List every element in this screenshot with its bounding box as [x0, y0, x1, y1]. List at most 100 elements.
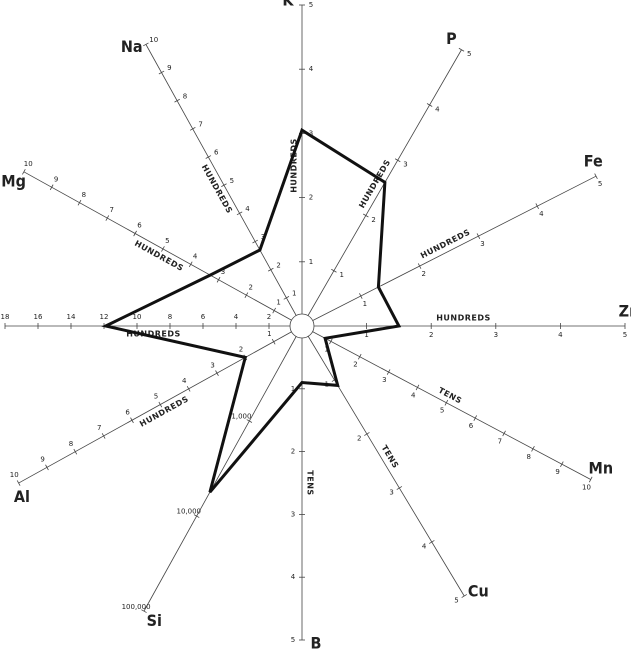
tick-label: 10: [10, 471, 19, 479]
tick-mark: [244, 292, 249, 298]
unit-label: HUNDREDS: [133, 239, 185, 273]
tick-mark: [141, 609, 147, 613]
element-label: Zn: [619, 302, 631, 321]
tick-label: 8: [82, 191, 86, 199]
tick-mark: [364, 432, 370, 436]
unit-label: HUNDREDS: [138, 394, 190, 428]
tick-mark: [531, 445, 535, 452]
tick-label: 10: [149, 36, 158, 44]
axis-line: [301, 49, 462, 327]
tick-mark: [461, 594, 468, 598]
tick-mark: [189, 127, 196, 131]
tick-mark: [415, 384, 420, 391]
profile-line: [101, 127, 402, 494]
tick-label: 5: [440, 407, 444, 415]
element-label: Si: [147, 611, 162, 630]
tick-mark: [133, 230, 137, 237]
tick-label: 8: [527, 453, 531, 461]
unit-label: HUNDREDS: [290, 138, 299, 193]
tick-mark: [158, 401, 163, 408]
tick-label: 4: [435, 105, 440, 113]
tick-label: 3: [480, 240, 484, 248]
tick-mark: [426, 103, 433, 107]
unit-label: HUNDREDS: [126, 330, 181, 339]
unit-label: HUNDREDS: [200, 163, 234, 215]
element-label: K: [282, 0, 294, 10]
tick-label: 2: [249, 283, 253, 291]
tick-mark: [560, 461, 564, 468]
tick-label: 5: [154, 393, 158, 401]
tick-label: 2: [267, 313, 271, 321]
tick-label: 4: [422, 543, 427, 551]
tick-label: 1: [292, 289, 296, 297]
axis-line: [301, 325, 465, 597]
tick-label: 5: [623, 331, 627, 339]
tick-label: 8: [69, 440, 73, 448]
tick-mark: [429, 540, 435, 544]
tick-label: 6: [125, 408, 130, 416]
tick-label: 1: [363, 300, 367, 308]
unit-label: TENS: [306, 470, 315, 495]
tick-label: 5: [291, 636, 295, 644]
tick-mark: [357, 353, 362, 360]
unit-label: HUNDREDS: [436, 314, 491, 323]
tick-label: 1: [364, 331, 368, 339]
tick-mark: [458, 47, 465, 52]
unit-label: TENS: [380, 444, 401, 470]
tick-mark: [252, 239, 258, 244]
tick-label: 18: [1, 313, 10, 321]
tick-label: 4: [182, 377, 187, 385]
tick-mark: [267, 267, 274, 272]
tick-label: 3: [221, 268, 225, 276]
tick-mark: [502, 430, 506, 437]
tick-label: 3: [291, 510, 295, 518]
element-label: B: [311, 634, 322, 653]
tick-label: 2: [276, 261, 280, 269]
element-label: P: [446, 29, 457, 48]
element-label: Al: [14, 487, 30, 506]
tick-label: 4: [291, 573, 296, 581]
tick-mark: [329, 338, 333, 345]
tick-mark: [174, 98, 180, 103]
tick-mark: [73, 448, 78, 455]
tick-label: 2: [239, 346, 243, 354]
tick-label: 4: [309, 65, 314, 73]
tick-mark: [216, 276, 221, 283]
tick-mark: [594, 173, 598, 180]
tick-label: 1: [291, 385, 295, 393]
unit-label: HUNDREDS: [357, 158, 392, 210]
tick-label: 2: [353, 361, 357, 369]
tick-label: 1: [339, 271, 343, 279]
tick-mark: [130, 417, 134, 424]
tick-label: 1: [309, 258, 313, 266]
tick-mark: [359, 293, 363, 299]
tick-mark: [535, 203, 539, 210]
tick-label: 7: [198, 120, 202, 128]
tick-label: 10: [24, 160, 33, 168]
tick-label: 3: [309, 129, 313, 137]
tick-label: 1: [267, 330, 271, 338]
element-label: Na: [121, 37, 143, 56]
tick-mark: [417, 263, 422, 269]
tick-mark: [186, 386, 191, 392]
tick-label: 9: [54, 175, 58, 183]
tick-mark: [221, 183, 227, 187]
tick-label: 10,000: [177, 508, 202, 516]
tick-mark: [193, 514, 200, 518]
tick-mark: [246, 419, 253, 423]
tick-mark: [283, 296, 290, 300]
tick-mark: [77, 199, 82, 206]
tick-label: 6: [469, 422, 474, 430]
unit-label: TENS: [437, 386, 464, 406]
tick-mark: [161, 246, 165, 252]
tick-mark: [158, 70, 165, 75]
tick-label: 3: [382, 376, 386, 384]
tick-label: 8: [183, 92, 187, 100]
tick-mark: [143, 42, 149, 47]
axis-line: [301, 175, 597, 327]
element-label: Mn: [589, 459, 614, 478]
tick-label: 4: [539, 210, 544, 218]
tick-label: 7: [97, 424, 101, 432]
tick-label: 10: [582, 483, 591, 491]
